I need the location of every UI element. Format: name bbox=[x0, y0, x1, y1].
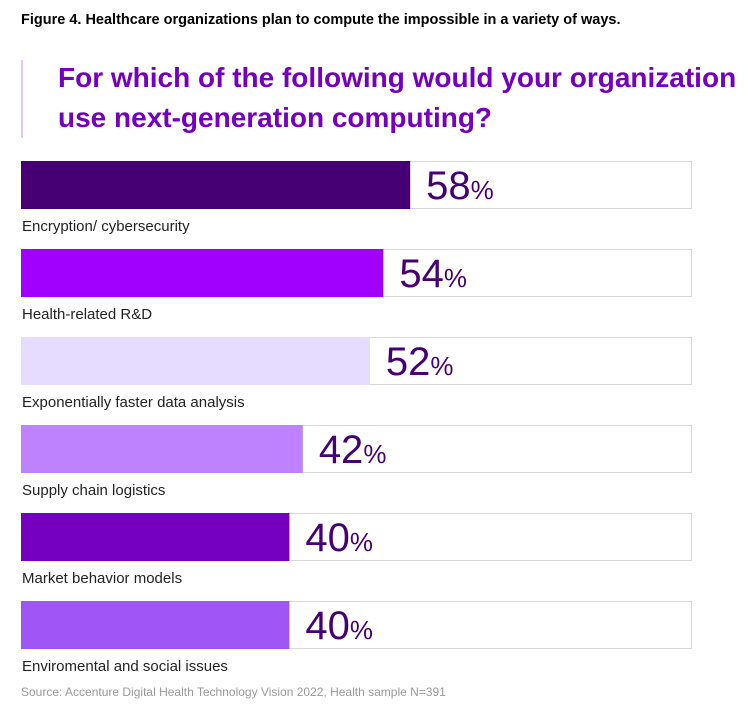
value-label: 52% bbox=[386, 340, 454, 384]
bar bbox=[21, 249, 384, 297]
bar bbox=[21, 513, 290, 561]
bar bbox=[21, 601, 290, 649]
category-label: Exponentially faster data analysis bbox=[22, 394, 245, 411]
value-label: 58% bbox=[426, 164, 494, 208]
category-label: Health-related R&D bbox=[22, 306, 152, 323]
category-label: Enviromental and social issues bbox=[22, 658, 228, 675]
value-label: 40% bbox=[305, 604, 373, 648]
bar bbox=[21, 337, 370, 385]
value-label: 54% bbox=[399, 252, 467, 296]
value-label: 40% bbox=[305, 516, 373, 560]
category-label: Supply chain logistics bbox=[22, 482, 165, 499]
figure-title: Figure 4. Healthcare organizations plan … bbox=[21, 12, 621, 28]
value-label: 42% bbox=[319, 428, 387, 472]
category-label: Market behavior models bbox=[22, 570, 182, 587]
title-accent bbox=[21, 60, 23, 138]
chart-title: For which of the following would your or… bbox=[58, 62, 737, 133]
category-label: Encryption/ cybersecurity bbox=[22, 218, 190, 235]
bar bbox=[21, 425, 303, 473]
bar bbox=[21, 161, 411, 209]
source: Source: Accenture Digital Health Technol… bbox=[21, 685, 446, 699]
